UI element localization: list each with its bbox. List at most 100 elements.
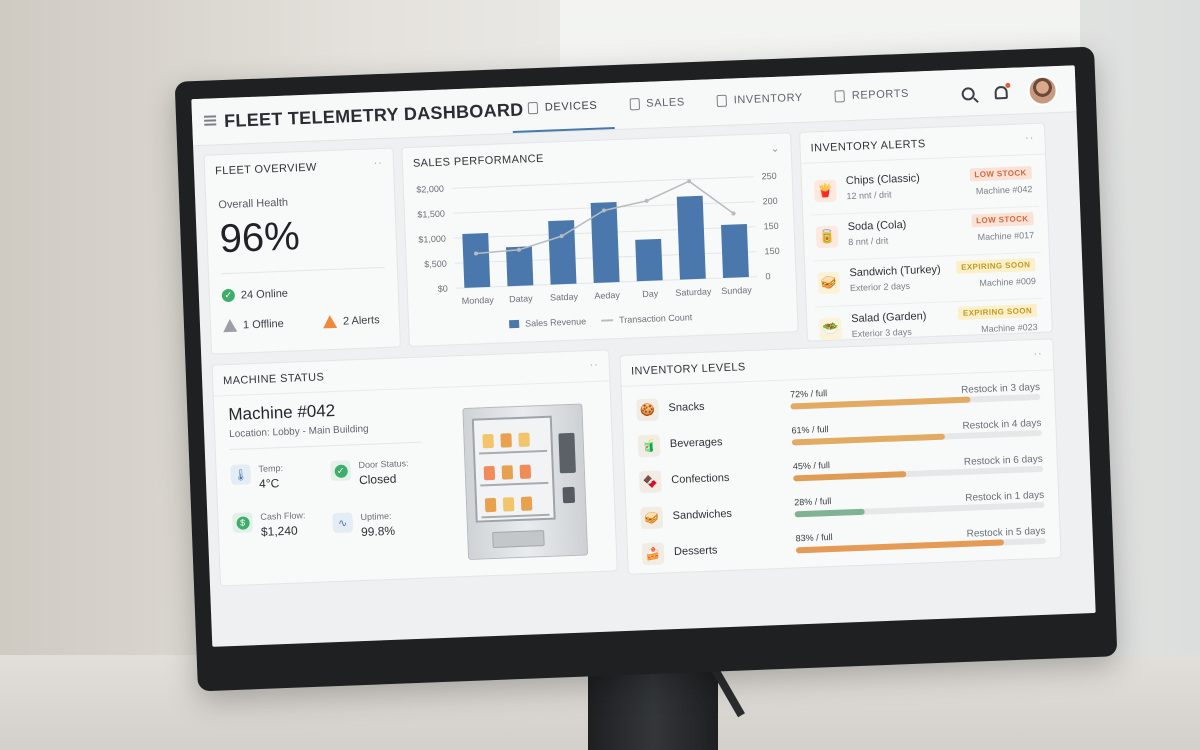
sales-chart: $0 $,500 $1,000 $1,500 $2,000 0 150 150 200 250 Mo… (416, 171, 780, 329)
offline-status: 1 Offline (222, 317, 284, 333)
inventory-icon (716, 94, 727, 108)
online-count: 24 Online (240, 287, 289, 301)
inventory-percent: 28% / full (794, 495, 832, 508)
y-right-tick-label: 200 (762, 196, 777, 207)
snacks-icon: 🍪 (636, 398, 659, 422)
y-right-tick-label: 250 (762, 171, 777, 182)
inventory-alerts-card: INVENTORY ALERTS ·· 🍟 Chips (Classic) 12 n… (799, 122, 1053, 354)
alerts-count: 2 Alerts (342, 313, 380, 328)
y-right-tick-label: 0 (765, 271, 770, 281)
door-stat: ✓ Door Status: Closed (330, 458, 409, 488)
revenue-bar (505, 246, 534, 287)
y-left-tick-label: $2,000 (416, 184, 444, 195)
tab-devices[interactable]: DEVICES (511, 83, 615, 133)
y-left-tick-label: $,500 (424, 259, 447, 270)
card-title: FLEET OVERVIEW (214, 161, 318, 178)
pulse-icon: ∿ (332, 512, 354, 534)
transaction-point (731, 211, 736, 216)
dollar-icon: $ (232, 512, 253, 533)
temp-label: Temp: (258, 463, 284, 474)
transaction-point (687, 179, 692, 184)
tab-inventory[interactable]: INVENTORY (700, 75, 820, 124)
card-menu-icon[interactable]: ·· (1033, 347, 1043, 361)
inventory-percent: 61% / full (791, 424, 829, 436)
card-title: MACHINE STATUS (222, 371, 325, 388)
transaction-point (644, 198, 649, 203)
cash-value: $1,240 (260, 523, 298, 539)
card-title: INVENTORY ALERTS (810, 138, 926, 155)
x-tick-label: Sunday (721, 285, 752, 296)
status-badge: EXPIRING SOON (957, 303, 1038, 320)
overall-health-value: 96% (218, 214, 301, 262)
legend-label-transactions: Transaction Count (619, 312, 693, 325)
vending-pickup-slot (492, 530, 545, 549)
alerts-list: 🍟 Chips (Classic) 12 nnt / drit LOW STOCK Ma… (800, 124, 1045, 354)
inventory-category: Snacks (668, 400, 705, 415)
divider (221, 266, 385, 275)
door-value: Closed (358, 471, 397, 488)
x-tick-label: Aeday (594, 290, 620, 301)
status-badge: EXPIRING SOON (955, 257, 1036, 275)
tab-sales[interactable]: SALES (612, 80, 701, 127)
status-badge: LOW STOCK (970, 212, 1034, 228)
beverages-icon: 🧃 (637, 434, 661, 458)
tab-reports[interactable]: REPORTS (818, 71, 926, 119)
inventory-category: Beverages (669, 436, 723, 451)
alert-machine-id: Machine #009 (979, 275, 1037, 289)
door-check-icon: ✓ (330, 460, 352, 482)
notification-bell-icon[interactable] (994, 85, 1008, 99)
alert-machine-id: Machine #017 (977, 230, 1035, 243)
alert-item-detail: 8 nnt / drit (848, 235, 889, 248)
alert-item-name: Chips (Classic) (845, 172, 921, 188)
y-right-tick-label: 150 (763, 221, 778, 232)
tab-label: DEVICES (544, 99, 598, 114)
inventory-category: Confections (671, 471, 730, 487)
inventory-percent: 72% / full (789, 388, 828, 400)
alert-item-detail: Exterior 2 days (849, 280, 911, 294)
transaction-point (474, 251, 479, 256)
user-avatar[interactable] (1027, 75, 1059, 107)
thermometer-icon: 🌡 (230, 464, 252, 486)
dashboard-screen: FLEET TELEMETRY DASHBOARD DEVICES SALES … (191, 65, 1096, 647)
inventory-bar-fill (790, 396, 971, 410)
transaction-point (559, 234, 564, 239)
chips-icon: 🍟 (813, 179, 837, 203)
door-label: Door Status: (358, 458, 409, 471)
sales-icon (629, 98, 640, 111)
confections-icon: 🍫 (638, 470, 662, 494)
soda-icon: 🥫 (815, 225, 839, 249)
uptime-value: 99.8% (360, 523, 396, 540)
temp-value: 4°C (258, 476, 280, 491)
revenue-bar (676, 195, 706, 280)
transaction-point (601, 208, 606, 213)
app-title: FLEET TELEMETRY DASHBOARD (223, 99, 524, 132)
divider (229, 441, 422, 451)
revenue-bar (462, 232, 491, 288)
card-title: INVENTORY LEVELS (630, 361, 746, 378)
online-status: ✓ 24 Online (221, 287, 289, 303)
machine-name: Machine #042 (228, 400, 336, 425)
search-icon[interactable] (961, 86, 975, 101)
card-menu-icon[interactable]: ·· (1024, 131, 1035, 145)
desserts-icon: 🍰 (641, 542, 665, 566)
menu-icon[interactable] (203, 115, 217, 126)
offline-count: 1 Offline (242, 317, 284, 331)
alert-machine-id: Machine #023 (980, 321, 1038, 335)
tab-label: INVENTORY (733, 91, 804, 107)
uptime-stat: ∿ Uptime: 99.8% (332, 511, 395, 540)
x-tick-label: Day (642, 288, 659, 299)
header-actions (961, 75, 1059, 109)
status-badge: LOW STOCK (969, 166, 1032, 182)
legend-label-revenue: Sales Revenue (525, 316, 586, 328)
x-tick-label: Monday (462, 295, 495, 306)
card-menu-icon[interactable]: ·· (589, 358, 600, 372)
card-menu-icon[interactable]: ·· (373, 156, 384, 170)
vending-machine-illustration (462, 403, 589, 560)
revenue-bar (590, 202, 620, 283)
inventory-bar (794, 501, 1045, 518)
revenue-bar (548, 220, 577, 285)
tab-label: REPORTS (851, 87, 910, 102)
monitor: FLEET TELEMETRY DASHBOARD DEVICES SALES … (174, 46, 1118, 692)
reports-icon (834, 90, 846, 103)
